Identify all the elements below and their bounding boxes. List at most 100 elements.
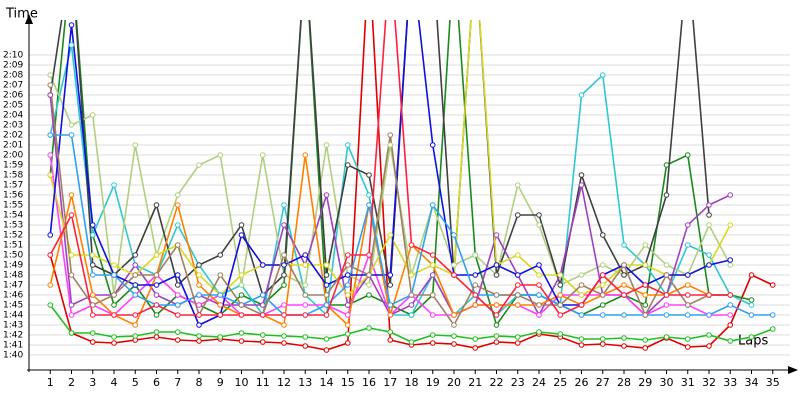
x-axis-arrow — [788, 366, 798, 374]
point — [642, 345, 649, 351]
point — [68, 122, 75, 128]
x-tick-label: 31 — [681, 376, 695, 389]
point — [302, 292, 309, 298]
point — [514, 292, 521, 298]
point — [727, 222, 734, 228]
point — [238, 222, 245, 228]
point — [684, 242, 691, 248]
point — [514, 334, 521, 340]
point — [259, 262, 266, 268]
point — [387, 302, 394, 308]
point — [621, 272, 627, 278]
point — [366, 282, 372, 288]
point — [238, 312, 245, 318]
point — [153, 312, 160, 318]
point — [238, 330, 245, 336]
x-tick-label: 14 — [320, 376, 334, 389]
point — [174, 192, 181, 198]
point — [344, 142, 351, 148]
point — [536, 282, 542, 288]
point — [281, 322, 287, 328]
x-tick-label: 30 — [660, 376, 674, 389]
point — [599, 336, 606, 342]
point — [599, 272, 606, 278]
point — [642, 292, 649, 298]
point — [429, 292, 436, 298]
x-tick-label: 32 — [702, 376, 716, 389]
point — [68, 330, 75, 336]
x-tick-label: 12 — [277, 376, 291, 389]
y-axis-arrow — [25, 14, 33, 24]
point — [196, 338, 202, 344]
point — [68, 42, 75, 48]
point — [196, 333, 202, 339]
x-tick-label: 35 — [766, 376, 780, 389]
point — [429, 340, 436, 346]
point — [684, 302, 691, 308]
x-tick-label: 26 — [575, 376, 589, 389]
point — [366, 325, 372, 331]
point — [493, 322, 500, 328]
point — [769, 312, 776, 318]
point — [536, 312, 542, 318]
point — [174, 222, 181, 228]
point — [642, 312, 649, 318]
point — [663, 162, 670, 168]
point — [217, 252, 224, 258]
point — [196, 262, 202, 268]
point — [259, 152, 266, 158]
y-tick-label: 1:40 — [3, 351, 23, 361]
point — [514, 212, 521, 218]
x-tick-label: 28 — [617, 376, 631, 389]
point — [727, 322, 734, 328]
point — [217, 334, 224, 340]
point — [68, 302, 75, 308]
point — [111, 340, 117, 346]
point — [472, 272, 479, 278]
point — [47, 232, 54, 238]
y-tick-label: 1:56 — [3, 191, 23, 201]
point — [663, 262, 670, 268]
point — [514, 282, 521, 288]
point — [344, 272, 351, 278]
point — [578, 302, 585, 308]
point — [196, 272, 202, 278]
point — [68, 192, 75, 198]
point — [238, 292, 245, 298]
ticks: 1:401:411:421:431:441:451:461:471:481:49… — [3, 51, 780, 390]
x-tick-label: 7 — [174, 376, 181, 389]
point — [174, 202, 181, 208]
x-tick-label: 34 — [745, 376, 759, 389]
point — [621, 343, 627, 349]
x-tick-label: 6 — [153, 376, 160, 389]
point — [89, 312, 96, 318]
point — [387, 312, 394, 318]
point — [663, 302, 670, 308]
point — [706, 292, 712, 298]
point — [47, 92, 54, 98]
point — [174, 272, 181, 278]
axes — [25, 14, 798, 374]
point — [387, 232, 394, 238]
point — [111, 182, 117, 188]
point — [557, 302, 564, 308]
point — [217, 312, 224, 318]
point — [663, 292, 670, 298]
point — [387, 272, 394, 278]
y-tick-label: 2:06 — [3, 91, 23, 101]
point — [132, 333, 139, 339]
point — [684, 336, 691, 342]
point — [196, 322, 202, 328]
point — [387, 329, 394, 335]
y-tick-label: 1:43 — [3, 321, 23, 331]
point — [387, 282, 394, 288]
x-tick-label: 9 — [217, 376, 224, 389]
point — [706, 222, 712, 228]
point — [366, 292, 372, 298]
x-tick-label: 2 — [68, 376, 75, 389]
point — [451, 333, 457, 339]
y-tick-label: 2:02 — [3, 131, 23, 141]
point — [68, 272, 75, 278]
point — [472, 252, 479, 258]
x-tick-label: 10 — [235, 376, 249, 389]
